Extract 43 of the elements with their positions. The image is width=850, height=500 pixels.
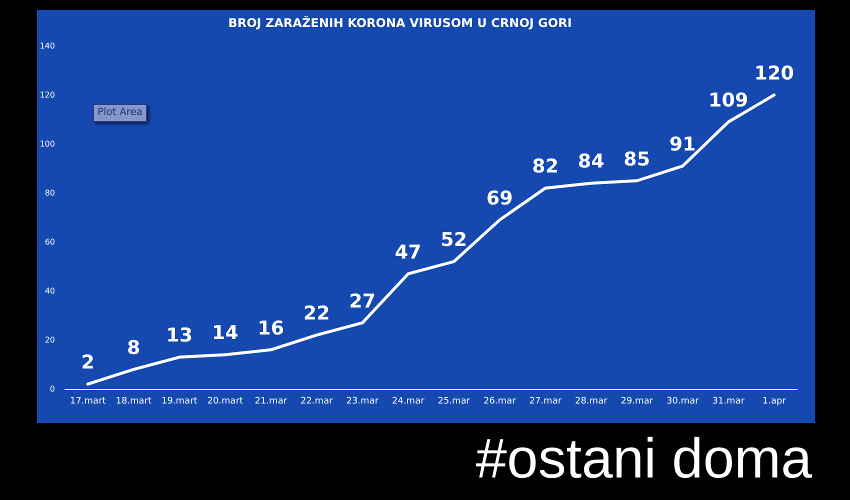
y-tick-label: 140 (40, 42, 55, 50)
x-tick-label: 1.apr (762, 396, 786, 406)
x-tick-label: 21.mar (254, 396, 288, 406)
text: #ostani doma (476, 426, 813, 490)
data-label: 16 (258, 317, 284, 340)
data-label: 84 (578, 150, 604, 173)
x-tick-label: 26.mar (483, 396, 516, 406)
x-tick-label: 29.mar (620, 396, 654, 406)
data-label: 109 (708, 89, 748, 112)
data-label: 120 (754, 62, 794, 84)
x-tick-label: 17.mart (70, 396, 106, 406)
data-label: 13 (166, 324, 193, 347)
y-tick-label: 20 (44, 336, 55, 344)
annotation: Plot Area (98, 107, 143, 118)
data-label: 14 (212, 322, 238, 344)
y-tick-label: 0 (50, 384, 55, 394)
x-tick-label: 20.mart (207, 396, 244, 406)
data-label: 52 (440, 229, 468, 252)
data-label: 8 (127, 336, 140, 359)
data-label: 91 (669, 134, 696, 156)
x-tick-label: 18.mart (116, 396, 152, 406)
x-tick-label: 23.mar (346, 396, 379, 406)
x-tick-label: 30.mar (666, 396, 700, 406)
x-tick-label: 28.mar (574, 396, 608, 406)
x-tick-label: 31.mar (712, 396, 745, 406)
x-tick-label: 27.mar (529, 396, 562, 406)
y-tick-label: 120 (40, 90, 55, 100)
data-label: 82 (532, 156, 559, 178)
x-tick-label: 22.mar (300, 396, 334, 406)
y-tick-label: 80 (44, 188, 55, 198)
data-label: 85 (624, 148, 650, 170)
data-label: 69 (486, 187, 513, 210)
y-tick-label: 40 (44, 286, 55, 296)
data-label: 27 (349, 290, 376, 312)
chart-title: BROJ ZARAŽENIH KORONA VIRUSOM U CRNOJ GORI (228, 15, 572, 30)
x-tick-label: 24.mar (392, 396, 425, 406)
data-label: 22 (303, 302, 330, 325)
x-tick-label: 25.mar (438, 396, 470, 406)
x-tick-label: 19.mart (161, 396, 198, 406)
y-tick-label: 60 (44, 238, 55, 246)
data-label: 2 (81, 352, 94, 374)
data-label: 47 (394, 241, 422, 264)
y-tick-label: 100 (40, 140, 55, 148)
